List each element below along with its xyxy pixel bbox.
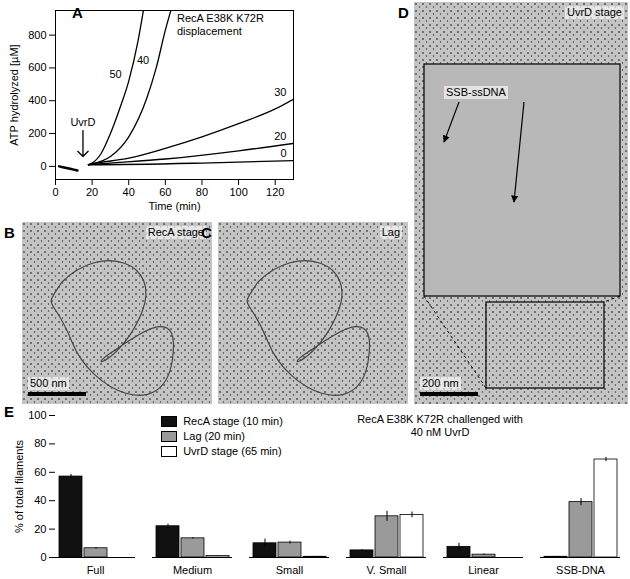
svg-text:100: 100 [28,409,46,421]
html-text:200 nm: 200 nm [422,377,459,389]
html-text:Lag: Lag [381,226,400,238]
svg-text:SSB-DNA: SSB-DNA [556,564,606,576]
html-text:SSB-ssDNA: SSB-ssDNA [446,86,506,98]
svg-text:0: 0 [40,160,46,172]
svg-text:400: 400 [28,94,46,106]
svg-text:40: 40 [34,494,46,506]
svg-text:100: 100 [229,186,247,198]
svg-text:20: 20 [274,130,286,142]
svg-text:Time (min): Time (min) [148,200,200,212]
html-text:500 nm: 500 nm [30,377,67,389]
svg-text:20: 20 [86,186,98,198]
html-text:RecA stage: RecA stage [147,226,204,238]
html-text:UvrD stage: UvrD stage [567,6,622,18]
html-text:C: C [201,224,212,241]
svg-text:50: 50 [109,68,121,80]
html-text:RecA E38K K72R challenged with: RecA E38K K72R challenged with 40 nM Uvr… [357,413,523,438]
svg-text:60: 60 [34,466,46,478]
svg-text:120: 120 [266,186,284,198]
svg-text:% of total filaments: % of total filaments [13,440,25,533]
svg-text:800: 800 [28,29,46,41]
html-text:Lag (20 min): Lag (20 min) [183,430,245,442]
svg-text:200: 200 [28,127,46,139]
html-text:RecA stage (10 min): RecA stage (10 min) [183,415,283,427]
svg-text:0: 0 [280,147,286,159]
svg-text:0: 0 [52,186,58,198]
svg-text:V. Small: V. Small [367,564,407,576]
html-text:E: E [4,403,14,420]
svg-text:30: 30 [274,86,286,98]
svg-text:Small: Small [276,564,304,576]
svg-text:0: 0 [40,551,46,563]
svg-text:60: 60 [159,186,171,198]
svg-text:40: 40 [123,186,135,198]
html-text:RecA E38K K72R displacement: RecA E38K K72R displacement [177,12,264,37]
html-text:UvrD stage (65 min): UvrD stage (65 min) [183,445,282,457]
html-text:D: D [398,4,409,21]
svg-text:Linear: Linear [468,564,499,576]
svg-text:ATP hydrolyzed [µM]: ATP hydrolyzed [µM] [8,44,20,145]
svg-text:Medium: Medium [173,564,212,576]
svg-text:80: 80 [196,186,208,198]
svg-text:20: 20 [34,523,46,535]
svg-text:Full: Full [87,564,105,576]
svg-text:80: 80 [34,437,46,449]
svg-text:UvrD: UvrD [70,116,95,128]
html-text:A: A [72,4,83,21]
html-text:B: B [4,224,15,241]
svg-text:40: 40 [137,54,149,66]
svg-text:600: 600 [28,61,46,73]
